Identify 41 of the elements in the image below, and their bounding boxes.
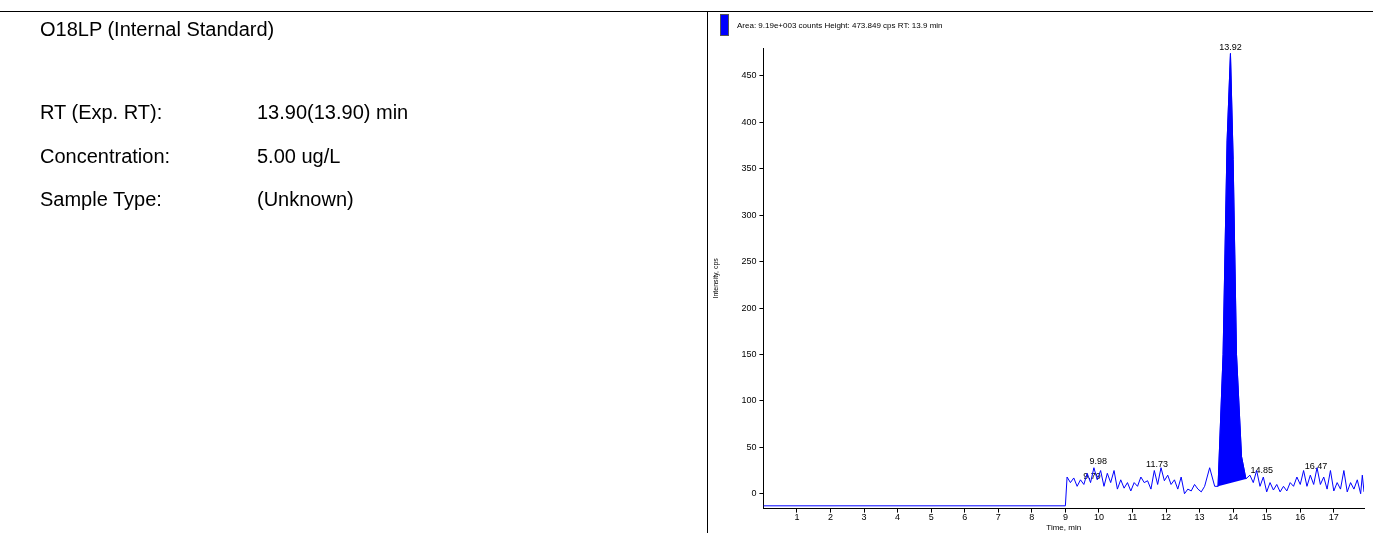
x-tick-label: 10 [1093, 512, 1104, 523]
y-tick-label: 0 [751, 488, 757, 499]
x-axis-title: Time, min [1046, 523, 1082, 533]
y-tick-label: 450 [741, 70, 757, 81]
text: 5.00 ug/L [257, 144, 341, 167]
x-tick-label: 8 [1029, 512, 1035, 523]
y-tick-label: 50 [746, 441, 757, 452]
x-tick-label: 4 [895, 512, 901, 523]
text: RT (Exp. RT): [40, 101, 164, 124]
text: O18LP (Internal Standard) [40, 18, 275, 41]
text: Concentration: [40, 144, 172, 168]
x-tick-label: 14 [1228, 512, 1239, 523]
y-tick-label: 250 [741, 256, 757, 267]
text: 13.90(13.90) min [257, 101, 409, 123]
x-tick-label: 5 [928, 512, 934, 523]
x-tick-label: 7 [995, 512, 1001, 523]
x-tick-label: 6 [962, 512, 968, 523]
x-tick-label: 13 [1194, 512, 1205, 523]
y-tick-label: 350 [741, 163, 757, 174]
annotation: 16.47 [1304, 461, 1328, 472]
annotation: 11.73 [1146, 458, 1168, 469]
x-tick-label: 1 [794, 512, 800, 523]
text: (Unknown) [257, 188, 354, 210]
x-tick-label: 12 [1161, 512, 1172, 523]
x-tick-label: 11 [1127, 512, 1138, 523]
y-tick-label: 150 [741, 348, 757, 359]
x-tick-label: 9 [1062, 512, 1068, 523]
x-tick-label: 16 [1295, 512, 1306, 523]
x-tick-label: 2 [828, 512, 834, 523]
y-tick-label: 400 [741, 116, 757, 127]
text: Area: 9.19e+003 counts Height: 473.849 cps RT: 13.9 min [737, 20, 943, 30]
annotation: 14.85 [1250, 465, 1273, 476]
annotation: 9.98 [1089, 455, 1108, 466]
y-tick-label: 200 [741, 302, 757, 313]
x-tick-label: 17 [1328, 512, 1339, 523]
x-tick-label: 3 [861, 512, 867, 523]
annotation: 13.92 [1219, 41, 1242, 52]
text: Sample Type: [40, 188, 163, 211]
y-tick-label: 100 [741, 395, 757, 406]
x-tick-label: 15 [1261, 512, 1272, 523]
y-tick-label: 300 [741, 209, 757, 220]
